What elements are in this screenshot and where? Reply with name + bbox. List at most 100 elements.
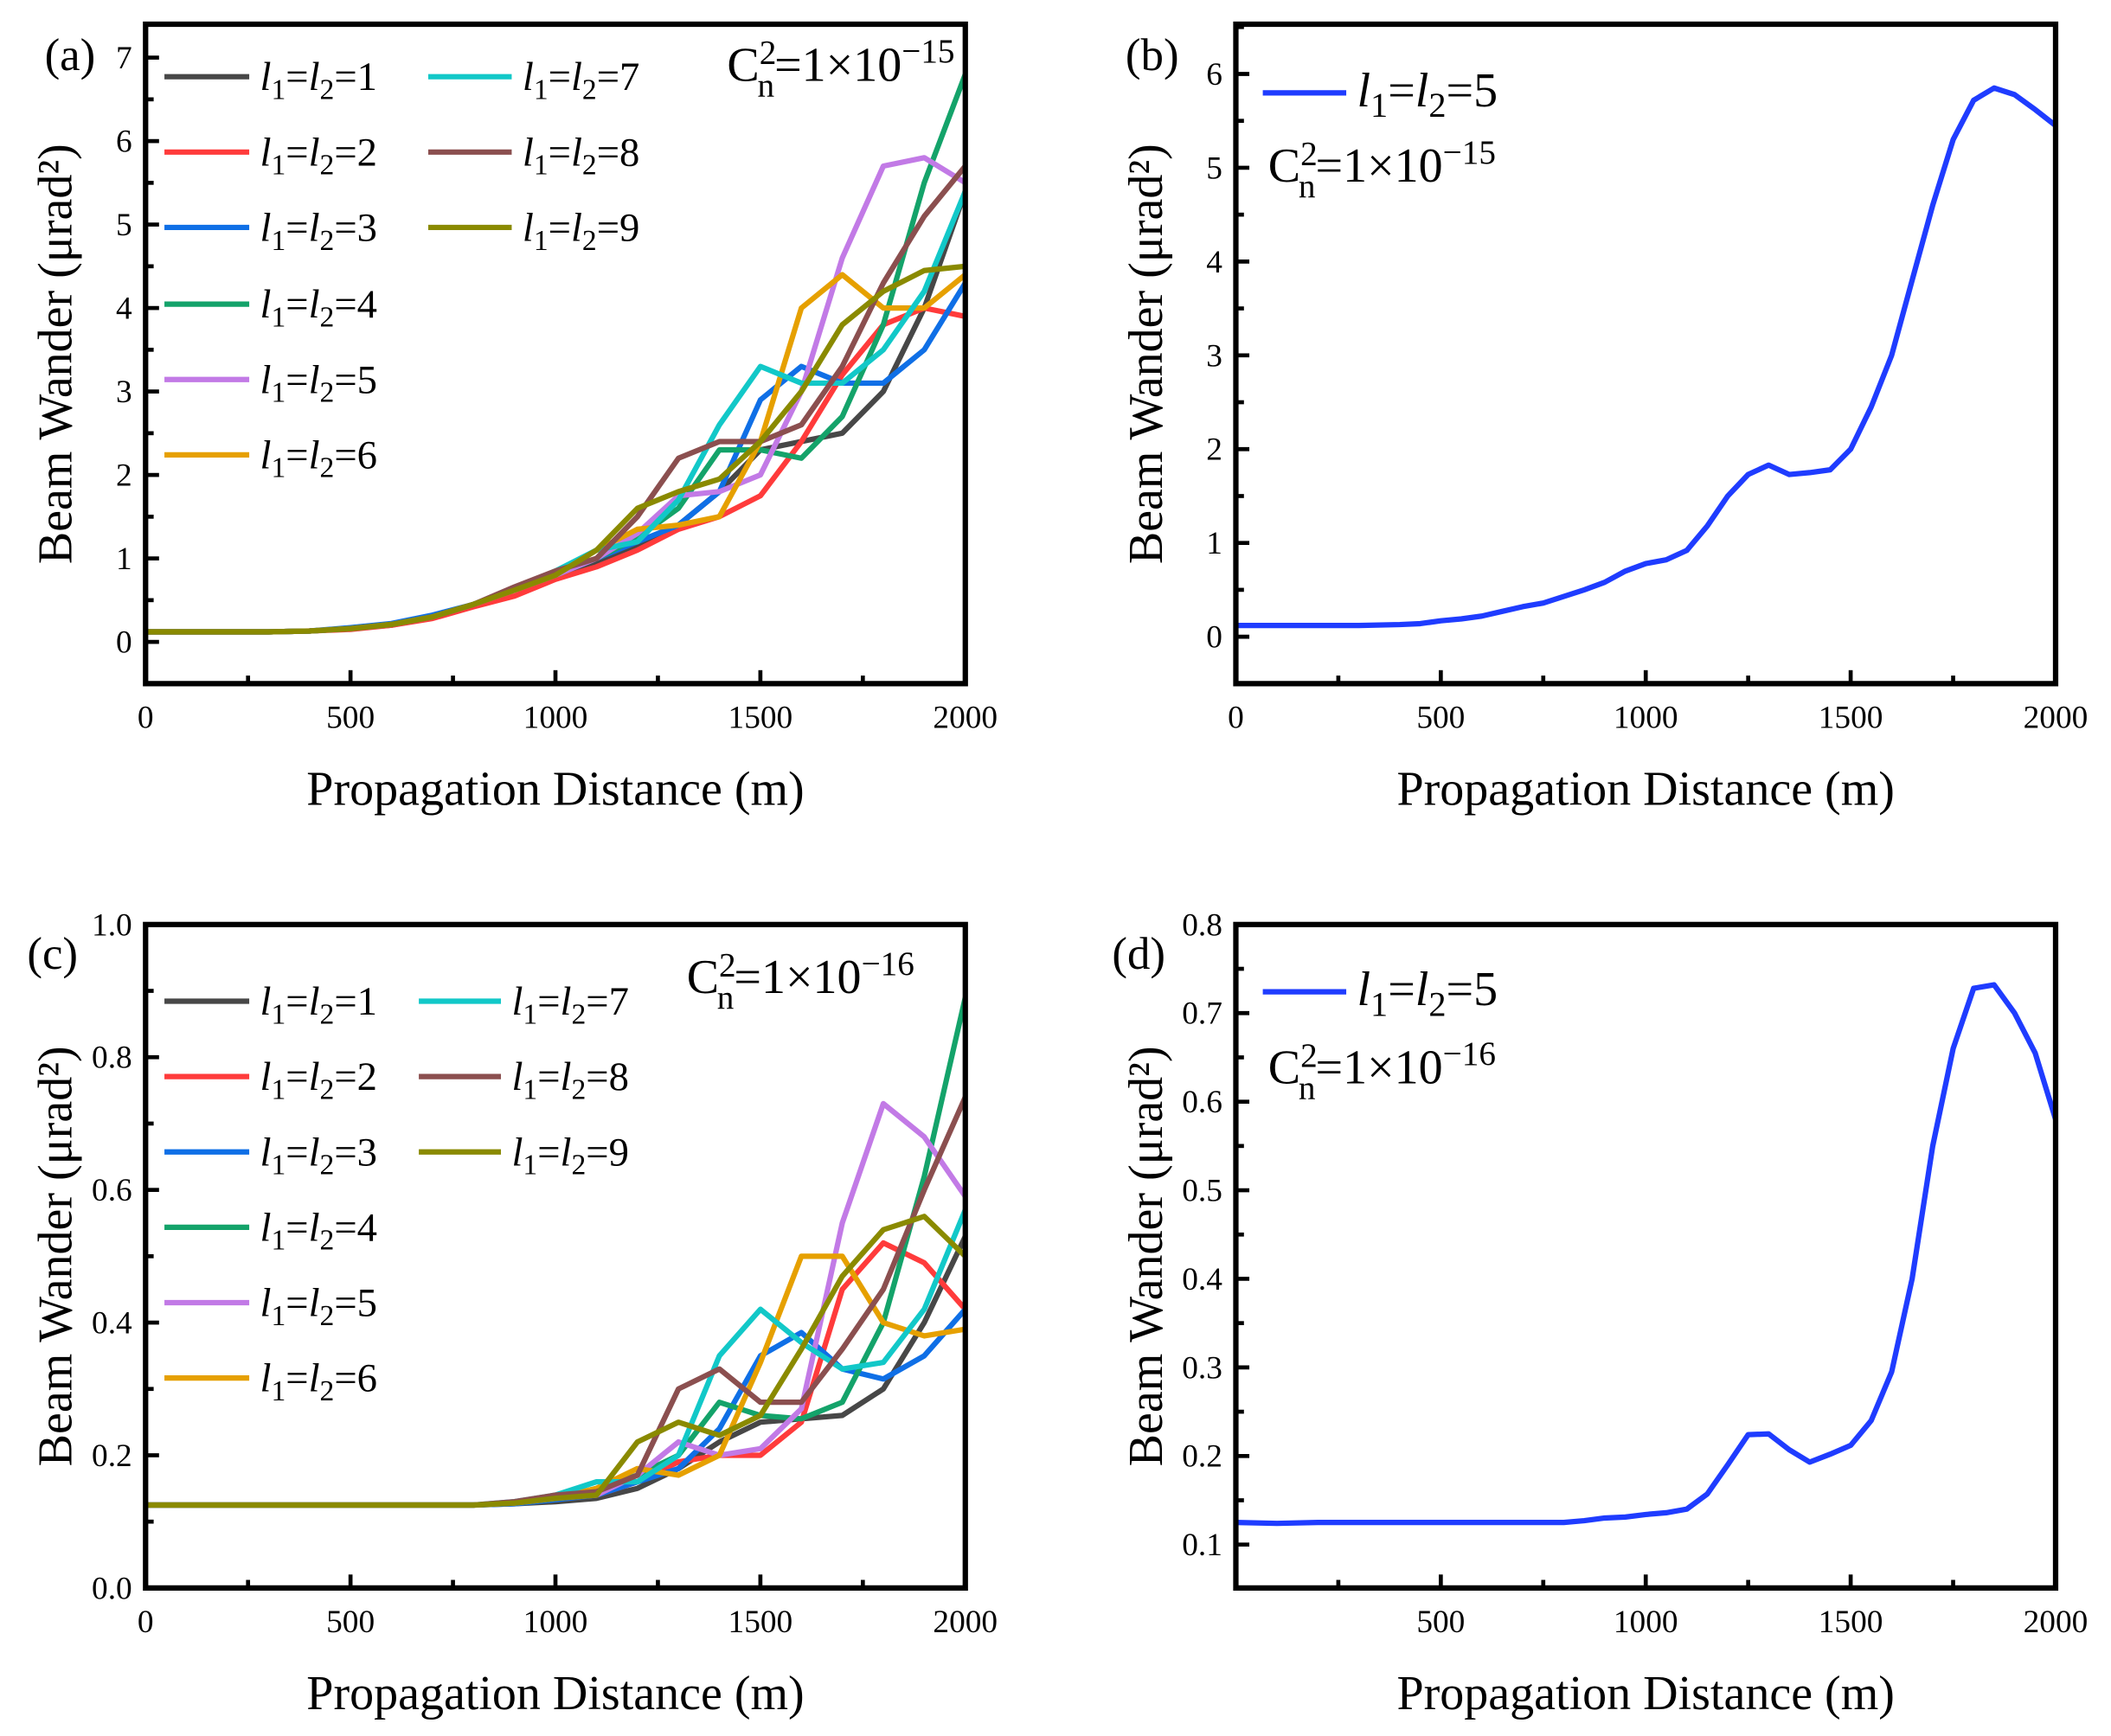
y-tick-label: 0.5 bbox=[1182, 1174, 1222, 1209]
legend-label: l1=l2=5 bbox=[260, 1281, 377, 1332]
legend-label: l1=l2=5 bbox=[1357, 64, 1498, 125]
x-axis-title: Propagation Distance (m) bbox=[306, 1667, 804, 1720]
legend-item: l1=l2=2 bbox=[164, 1054, 377, 1105]
legend-label: l1=l2=5 bbox=[1357, 963, 1498, 1023]
legend-label: l1=l2=2 bbox=[260, 1054, 377, 1105]
y-axis-title: Beam Wander (μrad²) bbox=[1120, 144, 1173, 564]
panel-b: 0 500 1000 1500 2000 0 1 2 3 4 5 6 Propagation Dista… bbox=[1120, 21, 2088, 816]
y-tick-label: 6 bbox=[1206, 57, 1222, 93]
y-tick-label: 4 bbox=[1206, 245, 1222, 280]
y-tick-label: 0.6 bbox=[92, 1173, 132, 1208]
y-tick-label: 0.1 bbox=[1182, 1528, 1222, 1563]
series-line-l1=l2=5 bbox=[1235, 85, 2056, 629]
series-line-l1=l2=3 bbox=[145, 1307, 966, 1509]
x-tick-label: 1500 bbox=[728, 701, 793, 736]
y-axis-title: Beam Wander (μrad²) bbox=[1120, 1046, 1173, 1466]
legend: l1=l2=5 bbox=[1262, 963, 1498, 1024]
y-tick-label: 3 bbox=[1206, 338, 1222, 374]
y-tick-label: 0 bbox=[1206, 620, 1222, 656]
legend-item: l1=l2=5 bbox=[164, 1281, 377, 1332]
x-tick-label: 1000 bbox=[523, 701, 588, 736]
panel-a: 0 500 1000 1500 2000 0 1 2 3 4 5 6 7 Propagation Dist… bbox=[29, 21, 998, 816]
series-line-l1=l2=5 bbox=[1235, 982, 2056, 1527]
y-tick-label: 0.3 bbox=[1182, 1350, 1222, 1386]
legend-label: l1=l2=1 bbox=[260, 54, 377, 106]
y-tick-label: 4 bbox=[116, 291, 132, 327]
legend-label: l1=l2=6 bbox=[260, 1356, 377, 1407]
x-axis-title: Propagation Distance (m) bbox=[306, 762, 804, 816]
legend-label: l1=l2=5 bbox=[260, 357, 377, 408]
x-axis-title: Propagation Distance (m) bbox=[1397, 762, 1895, 816]
y-tick-label: 0.4 bbox=[92, 1306, 132, 1342]
y-tick-label: 2 bbox=[1206, 432, 1222, 468]
plot-frame bbox=[1233, 921, 2059, 1591]
y-tick-label: 0.6 bbox=[1182, 1085, 1222, 1120]
y-tick-label: 1 bbox=[1206, 526, 1222, 561]
series-line-l1=l2=9 bbox=[145, 1214, 966, 1509]
legend-label: l1=l2=7 bbox=[523, 54, 639, 106]
y-tick-label: 0.7 bbox=[1182, 996, 1222, 1032]
y-tick-label: 3 bbox=[116, 375, 132, 410]
cn2-annotation: C2 n=1×10−16 bbox=[1268, 1035, 1496, 1107]
x-tick-label: 0 bbox=[1228, 701, 1244, 736]
y-tick-label: 6 bbox=[116, 125, 132, 160]
x-axis-title: Propagation Distance (m) bbox=[1397, 1667, 1895, 1720]
y-tick-label: 0.2 bbox=[92, 1438, 132, 1474]
legend-item: l1=l2=9 bbox=[419, 1130, 629, 1182]
y-tick-label: 2 bbox=[116, 458, 132, 494]
legend-label: l1=l2=7 bbox=[511, 979, 628, 1030]
legend-item: l1=l2=1 bbox=[164, 979, 377, 1030]
panel-d: 500 1000 1500 2000 0.1 0.2 0.3 0.4 0.5 0.6 0.7 0.8 P… bbox=[1112, 907, 2088, 1720]
panel-label: (d) bbox=[1112, 929, 1165, 979]
y-tick-label: 5 bbox=[116, 208, 132, 243]
legend-item: l1=l2=9 bbox=[427, 205, 639, 257]
x-tick-label: 1500 bbox=[1819, 701, 1883, 736]
panel-label: (c) bbox=[27, 929, 78, 979]
legend-label: l1=l2=6 bbox=[260, 432, 377, 484]
x-tick-label: 1000 bbox=[1614, 1605, 1678, 1640]
y-axis-title: Beam Wander (μrad²) bbox=[29, 144, 83, 564]
panel-label: (b) bbox=[1126, 30, 1179, 80]
panel-c: 0 500 1000 1500 2000 0.0 0.2 0.4 0.6 0.8 1.0 Propag… bbox=[27, 907, 998, 1720]
x-tick-label: 500 bbox=[1416, 1605, 1465, 1640]
legend: l1=l2=1 l1=l2=2 l1=l2=3 l1=l2=4 l1=l2=5 l1=l2… bbox=[164, 979, 629, 1407]
x-tick-label: 0 bbox=[138, 701, 154, 736]
plot-frame bbox=[143, 21, 968, 687]
plot-frame bbox=[1233, 21, 2059, 687]
x-tick-label: 500 bbox=[326, 1605, 375, 1640]
y-tick-label: 0.4 bbox=[1182, 1262, 1222, 1297]
y-tick-label: 7 bbox=[116, 41, 132, 76]
y-tick-label: 1.0 bbox=[92, 907, 132, 943]
y-tick-label: 0.8 bbox=[92, 1041, 132, 1076]
panel-label: (a) bbox=[45, 30, 96, 80]
legend-item: l1=l2=8 bbox=[427, 130, 639, 182]
cn2-annotation: C2 n=1×10−16 bbox=[687, 945, 914, 1017]
legend-item: l1=l2=7 bbox=[419, 979, 629, 1030]
x-tick-label: 1000 bbox=[1614, 701, 1678, 736]
x-tick-label: 1500 bbox=[728, 1605, 793, 1640]
legend-item: l1=l2=8 bbox=[419, 1054, 629, 1105]
legend-label: l1=l2=3 bbox=[260, 205, 377, 256]
y-axis-title: Beam Wander (μrad²) bbox=[29, 1046, 83, 1466]
cn2-annotation: C2 n=1×10−15 bbox=[727, 33, 954, 105]
legend-item: l1=l2=6 bbox=[164, 432, 377, 484]
legend-label: l1=l2=2 bbox=[260, 130, 377, 181]
y-tick-label: 1 bbox=[116, 541, 132, 577]
legend-item: l1=l2=3 bbox=[164, 205, 377, 257]
legend-item: l1=l2=7 bbox=[427, 54, 639, 106]
y-tick-label: 0.8 bbox=[1182, 907, 1222, 943]
legend-item: l1=l2=5 bbox=[1262, 64, 1498, 125]
legend-label: l1=l2=1 bbox=[260, 979, 377, 1030]
legend-item: l1=l2=3 bbox=[164, 1130, 377, 1182]
legend-label: l1=l2=4 bbox=[260, 1205, 377, 1256]
x-tick-label: 2000 bbox=[933, 1605, 998, 1640]
legend-label: l1=l2=9 bbox=[523, 205, 639, 256]
x-tick-label: 0 bbox=[138, 1605, 154, 1640]
y-tick-label: 0.2 bbox=[1182, 1439, 1222, 1475]
x-tick-label: 2000 bbox=[933, 701, 998, 736]
series-line-l1=l2=9 bbox=[145, 263, 966, 635]
y-tick-label: 0.0 bbox=[92, 1571, 132, 1606]
x-tick-label: 1500 bbox=[1819, 1605, 1883, 1640]
x-tick-label: 500 bbox=[1416, 701, 1465, 736]
